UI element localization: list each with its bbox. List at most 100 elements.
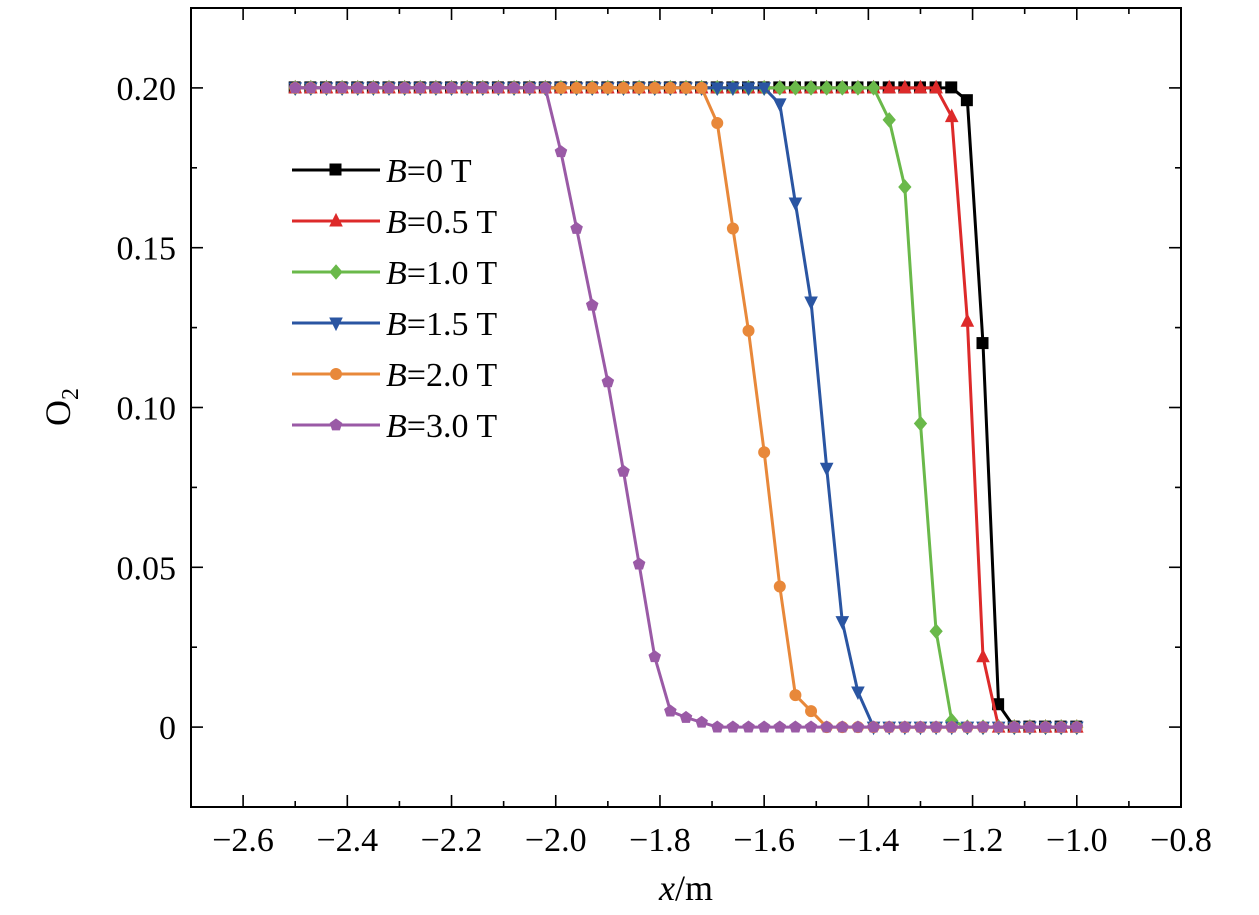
data-point: [570, 221, 583, 234]
data-point: [429, 81, 443, 94]
data-point: [960, 313, 975, 327]
data-point: [804, 720, 818, 733]
data-point: [329, 418, 343, 431]
data-point: [835, 80, 849, 96]
data-point: [929, 623, 943, 639]
data-point: [819, 462, 834, 477]
data-point: [929, 79, 943, 94]
data-point: [820, 80, 834, 96]
data-point: [758, 446, 771, 459]
data-point: [866, 80, 881, 96]
data-point: [992, 720, 1005, 733]
data-point: [789, 720, 802, 733]
series-5: [288, 81, 1084, 733]
data-point: [820, 720, 833, 733]
data-point: [898, 720, 912, 733]
data-point: [788, 197, 803, 212]
y-tick-label: 0.15: [117, 231, 177, 268]
data-point: [804, 296, 818, 311]
series-layer: [288, 79, 1084, 736]
data-point: [601, 375, 615, 388]
data-point: [617, 464, 630, 477]
plot-frame: [190, 7, 1182, 808]
data-point: [554, 145, 568, 158]
data-point: [773, 580, 786, 593]
data-point: [695, 81, 708, 94]
data-point: [882, 720, 896, 733]
data-point: [726, 222, 739, 235]
data-point: [913, 79, 928, 94]
data-point: [710, 720, 724, 733]
data-point: [329, 317, 343, 332]
x-axis-ticks: [242, 8, 1182, 807]
data-point: [1070, 720, 1084, 733]
data-point: [882, 112, 896, 128]
data-point: [539, 81, 552, 94]
y-tick-label: 0: [159, 710, 176, 747]
data-point: [633, 81, 646, 94]
data-point: [914, 720, 927, 733]
data-point: [741, 82, 756, 97]
x-tick-label: −2.6: [212, 822, 274, 859]
data-point: [961, 720, 974, 733]
data-point: [413, 81, 427, 94]
legend-item: B=1.5 T: [292, 306, 497, 343]
legend-label: B=3.0 T: [386, 408, 497, 445]
legend: B=0 T B=0.5 T B=1.0 T B=1.5 T B=2.0 T B=3.0 T: [292, 153, 497, 445]
data-point: [836, 720, 849, 733]
data-point: [445, 81, 458, 94]
data-point: [304, 81, 318, 94]
data-point: [867, 720, 880, 733]
data-point: [945, 720, 959, 733]
x-tick-label: −1.2: [942, 822, 1004, 859]
y-axis-ticks: [191, 87, 1181, 728]
data-point: [710, 82, 725, 97]
data-point: [898, 179, 912, 195]
data-point: [476, 81, 490, 94]
data-point: [586, 81, 599, 94]
x-tick-label: −0.8: [1150, 822, 1212, 859]
data-point: [492, 81, 505, 94]
data-point: [398, 81, 411, 94]
y-tick-label: 0.20: [117, 71, 177, 108]
x-tick-label: −1.4: [838, 822, 900, 859]
x-axis-tick-labels: −2.6 −2.4 −2.2 −2.0 −1.8 −1.6 −1.4 −1.2 −1.0 −0.8: [212, 822, 1212, 859]
data-point: [805, 705, 818, 718]
data-point: [632, 557, 646, 570]
data-point: [351, 81, 365, 94]
data-point: [929, 720, 943, 733]
data-point: [367, 81, 380, 94]
data-point: [695, 715, 708, 728]
data-point: [757, 720, 771, 733]
data-point: [898, 79, 912, 94]
data-point: [507, 81, 521, 94]
data-point: [679, 710, 693, 723]
data-point: [976, 720, 990, 733]
y-tick-label: 0.10: [117, 391, 177, 428]
x-axis-title: x/m: [658, 868, 713, 908]
data-point: [664, 704, 677, 717]
data-point: [1054, 720, 1068, 733]
legend-item: B=3.0 T: [292, 408, 497, 445]
data-point: [726, 720, 740, 733]
x-tick-label: −2.0: [525, 822, 587, 859]
data-point: [773, 80, 787, 96]
data-point: [851, 80, 865, 96]
data-point: [382, 81, 396, 94]
data-point: [742, 324, 755, 337]
data-point: [617, 81, 630, 94]
data-point: [726, 82, 740, 97]
data-point: [960, 94, 973, 107]
legend-item: B=0.5 T: [292, 204, 497, 241]
data-point: [570, 81, 583, 94]
data-point: [711, 117, 724, 130]
data-point: [554, 81, 567, 94]
data-point: [1039, 720, 1052, 733]
legend-label: B=2.0 T: [386, 357, 497, 394]
data-point: [329, 212, 343, 227]
legend-label: B=1.0 T: [386, 255, 497, 292]
y-axis-title: O2: [38, 388, 84, 426]
data-point: [320, 81, 333, 94]
data-point: [330, 368, 342, 380]
data-point: [851, 686, 865, 701]
